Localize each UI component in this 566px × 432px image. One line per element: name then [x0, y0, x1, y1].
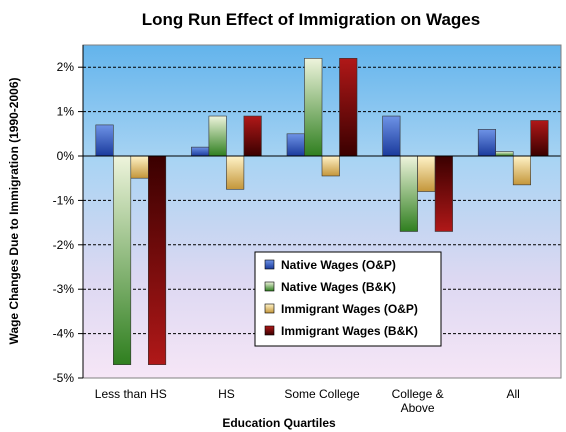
x-tick-label: Less than HS: [95, 387, 167, 401]
x-tick-label: College &: [392, 387, 444, 401]
legend-entry: Native Wages (B&K): [281, 280, 396, 294]
y-tick-label: 0%: [57, 149, 75, 163]
y-tick-label: -1%: [53, 193, 75, 207]
y-axis-ticks: 2% 1% 0% -1% -2% -3% -4% -5%: [53, 45, 84, 385]
bar: [339, 58, 358, 157]
bar: [191, 146, 210, 157]
bar: [286, 133, 305, 157]
legend-entry: Immigrant Wages (O&P): [281, 302, 418, 316]
bar: [382, 115, 401, 157]
bar: [530, 120, 549, 157]
legend: Native Wages (O&P) Native Wages (B&K) Immi…: [254, 251, 442, 347]
bar: [243, 115, 262, 157]
bar: [226, 155, 245, 190]
bar: [113, 155, 132, 365]
x-tick-label: HS: [218, 387, 235, 401]
bar: [130, 155, 149, 179]
y-tick-label: -2%: [53, 238, 75, 252]
bar: [434, 155, 453, 232]
legend-swatch: [264, 325, 275, 336]
x-axis-label: Education Quartiles: [222, 416, 336, 430]
bar: [148, 155, 167, 365]
x-tick-label: All: [507, 387, 520, 401]
bar: [304, 58, 323, 157]
bar: [512, 155, 532, 186]
y-tick-label: -5%: [53, 371, 75, 385]
legend-swatch: [264, 281, 275, 292]
x-tick-label: Above: [401, 401, 435, 415]
legend-entry: Native Wages (O&P): [281, 258, 396, 272]
y-tick-label: -4%: [53, 327, 75, 341]
y-tick-label: 2%: [57, 60, 75, 74]
bars: [95, 58, 549, 365]
legend-entry: Immigrant Wages (B&K): [281, 324, 418, 338]
y-axis-label: Wage Changes Due to Immigration (1990-20…: [7, 78, 21, 345]
legend-box: [254, 251, 442, 347]
y-tick-label: -3%: [53, 282, 75, 296]
bar: [95, 124, 114, 157]
bar: [321, 155, 340, 177]
y-tick-label: 1%: [57, 105, 75, 119]
bar: [399, 155, 418, 232]
bar: [208, 115, 227, 157]
bar: [417, 155, 436, 192]
bar: [495, 151, 514, 157]
x-axis-ticks: Less than HS HS Some College College &Above…: [95, 387, 520, 415]
chart-title: Long Run Effect of Immigration on Wages: [142, 10, 480, 29]
x-tick-label: Some College: [284, 387, 360, 401]
legend-swatch: [264, 259, 275, 270]
legend-swatch: [264, 303, 275, 314]
bar: [477, 129, 497, 157]
